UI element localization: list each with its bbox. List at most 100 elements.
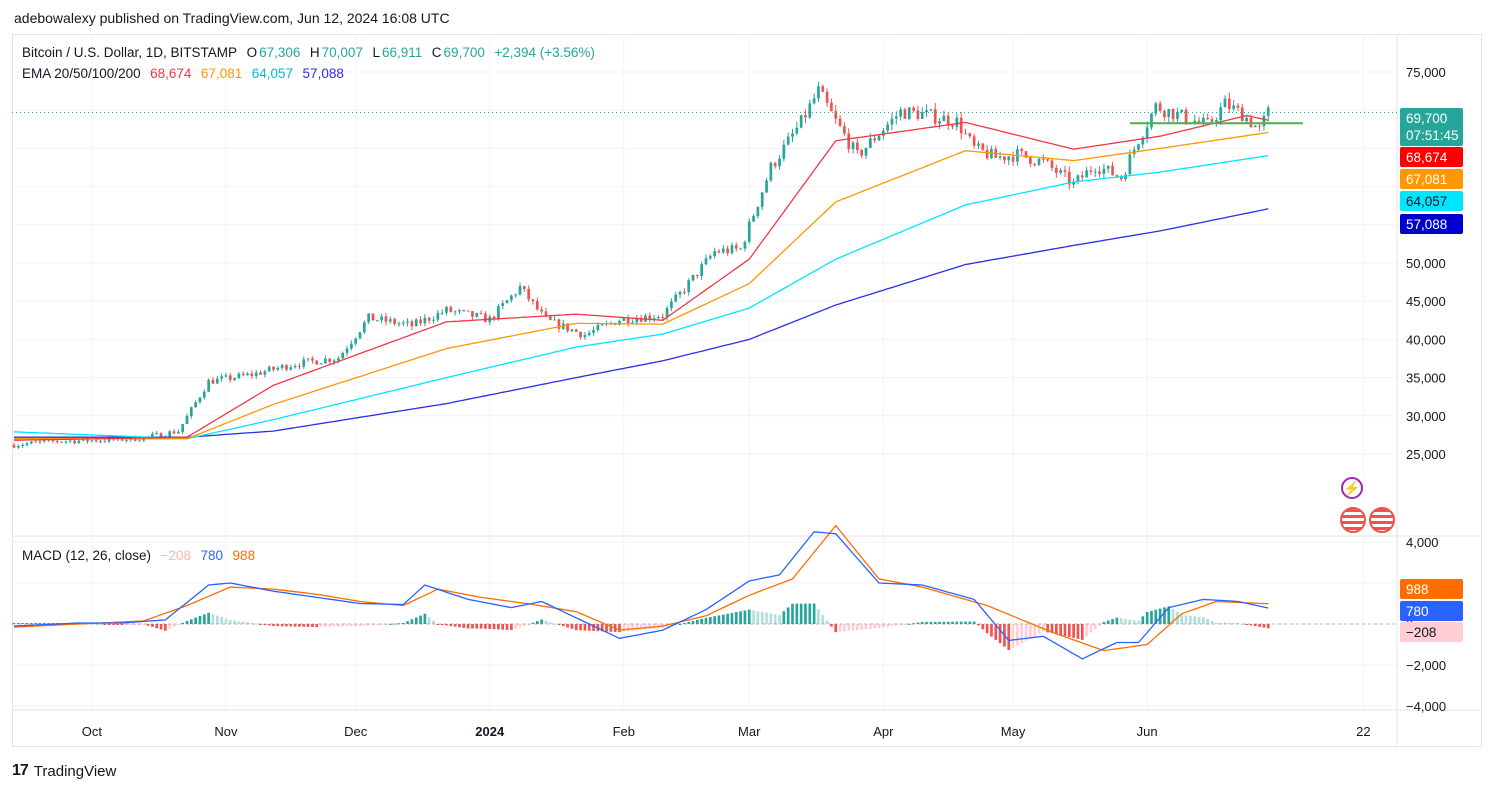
- candle-body: [172, 431, 176, 434]
- macd-histogram-bar: [773, 614, 777, 624]
- candle-body: [259, 372, 262, 375]
- candle-body: [207, 379, 210, 392]
- candle-body: [1180, 109, 1184, 112]
- ema20-value: 68,674: [150, 66, 192, 81]
- macd-histogram-bar: [817, 609, 820, 624]
- macd-histogram-bar: [838, 624, 842, 632]
- candle-body: [631, 322, 634, 324]
- candle-body: [189, 407, 193, 417]
- candle-body: [929, 109, 933, 111]
- macd-histogram-bar: [337, 624, 340, 627]
- lightning-event-icon[interactable]: ⚡: [1341, 477, 1363, 499]
- candle-body: [1093, 171, 1097, 173]
- candle-body: [626, 317, 630, 324]
- candle-body: [107, 437, 111, 442]
- candle-body: [670, 301, 673, 309]
- candle-body: [375, 320, 379, 322]
- macd-histogram-bar: [427, 617, 431, 624]
- ema100-value: 64,057: [251, 66, 294, 81]
- macd-legend[interactable]: MACD (12, 26, close) −208 780 988: [22, 548, 257, 563]
- price-pane: [12, 81, 1397, 449]
- candle-body: [938, 121, 941, 124]
- macd-histogram-bar: [462, 624, 466, 628]
- macd-signal-badge-text: 988: [1406, 582, 1429, 597]
- macd-histogram-bar: [272, 624, 275, 627]
- macd-line: [13, 531, 1269, 660]
- macd-histogram-bar: [631, 624, 634, 631]
- candle-body: [691, 274, 695, 281]
- candle-body: [293, 365, 297, 368]
- chart-canvas[interactable]: 75,00055,00050,00045,00040,00035,00030,0…: [12, 34, 1482, 747]
- ema200-line: [14, 208, 1269, 438]
- candle-body: [263, 371, 267, 375]
- candle-body: [747, 221, 751, 242]
- candle-body: [1206, 117, 1210, 120]
- symbol-legend[interactable]: Bitcoin / U.S. Dollar, 1D, BITSTAMP O 67,…: [22, 45, 597, 60]
- macd-histogram-bar: [1215, 622, 1218, 624]
- macd-histogram-bar: [315, 624, 319, 628]
- us-flag-event-icon[interactable]: [1369, 507, 1395, 533]
- macd-histogram-bar: [1072, 624, 1075, 638]
- macd-histogram-bar: [903, 624, 907, 625]
- macd-histogram-bar: [414, 617, 418, 624]
- macd-histogram-bar: [691, 620, 695, 624]
- candle-body: [432, 319, 435, 321]
- macd-histogram-bar: [138, 624, 141, 625]
- macd-histogram-bar: [146, 624, 150, 626]
- candle-body: [964, 133, 967, 135]
- candle-body: [298, 365, 301, 367]
- candle-body: [466, 310, 470, 312]
- candle-body: [657, 317, 660, 319]
- macd-histogram-bar: [224, 618, 228, 624]
- candle-body: [64, 441, 68, 443]
- macd-histogram-bar: [856, 624, 859, 631]
- macd-histogram-bar: [384, 624, 388, 625]
- macd-histogram-bar: [492, 624, 496, 630]
- macd-histogram-bar: [1171, 609, 1175, 624]
- ema-legend[interactable]: EMA 20/50/100/200 68,674 67,081 64,057 5…: [22, 66, 346, 81]
- macd-histogram-bar: [12, 622, 16, 624]
- macd-histogram-bar: [1089, 624, 1093, 633]
- tradingview-logo[interactable]: 17 TradingView: [12, 762, 116, 780]
- macd-histogram-bar: [812, 603, 816, 624]
- candle-body: [155, 432, 159, 434]
- us-flag-event-icon[interactable]: [1340, 507, 1366, 533]
- candle-body: [1158, 103, 1162, 111]
- macd-line-badge-text: 780: [1406, 604, 1429, 619]
- macd-histogram-bar: [1029, 624, 1032, 639]
- tradingview-brand: TradingView: [33, 762, 117, 780]
- candle-body: [1024, 151, 1028, 158]
- macd-histogram-bar: [951, 621, 954, 624]
- macd-histogram-bar: [644, 624, 647, 630]
- macd-histogram-bar: [548, 622, 552, 624]
- macd-histogram-bar: [406, 621, 409, 624]
- candle-body: [678, 291, 682, 295]
- macd-histogram-bar: [471, 624, 474, 629]
- macd-histogram-bar: [1124, 618, 1127, 624]
- macd-histogram-bar: [1180, 614, 1184, 624]
- candle-body: [834, 111, 838, 119]
- macd-histogram-bar: [367, 624, 370, 626]
- candle-body: [981, 143, 985, 150]
- candle-body: [704, 258, 708, 265]
- candle-body: [497, 306, 500, 319]
- candle-body: [99, 441, 102, 443]
- candle-body: [233, 378, 236, 380]
- macd-histogram-bar: [678, 624, 682, 625]
- candle-body: [791, 133, 794, 137]
- macd-histogram-bar: [618, 624, 621, 633]
- macd-histogram-bar: [894, 624, 898, 626]
- candle-body: [734, 245, 738, 249]
- macd-histogram-bar: [942, 621, 946, 624]
- macd-histogram-bar: [860, 624, 864, 630]
- macd-histogram-bar: [1128, 619, 1132, 624]
- macd-histogram-bar: [1106, 620, 1110, 624]
- macd-histogram-bar: [432, 620, 435, 624]
- macd-histogram-bar: [1115, 617, 1119, 624]
- macd-histogram-bar: [440, 624, 444, 625]
- candle-body: [574, 329, 578, 332]
- macd-histogram-bar: [164, 624, 167, 631]
- macd-histogram-bar: [964, 621, 967, 624]
- macd-histogram-bar: [635, 624, 639, 631]
- macd-histogram-bar: [159, 624, 163, 630]
